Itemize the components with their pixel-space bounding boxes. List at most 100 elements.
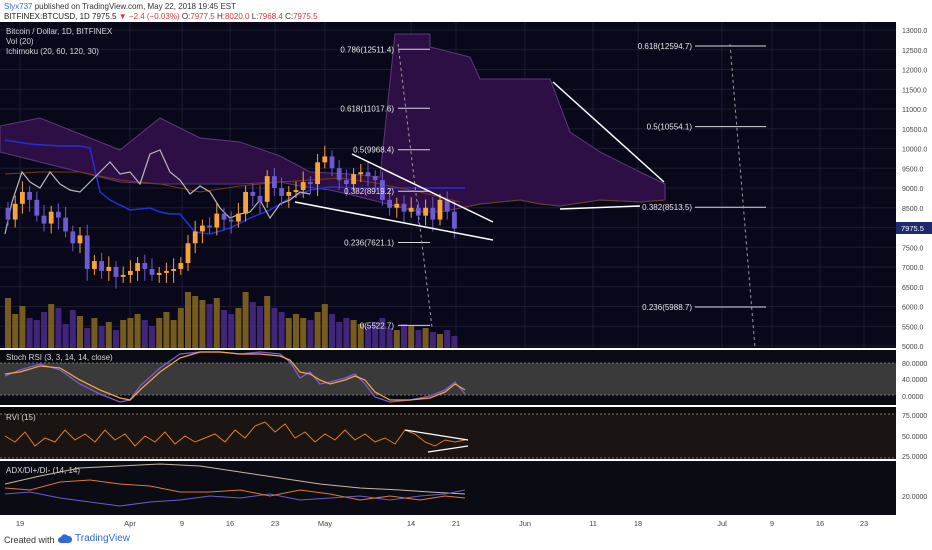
candle-body <box>264 176 270 202</box>
candle-body <box>300 182 306 190</box>
quote-line: BITFINEX:BTCUSD, 1D 7975.5 ▼ −2.4 (−0.03… <box>4 12 318 21</box>
rvi-line <box>4 421 466 447</box>
adx-panel-background <box>0 461 896 515</box>
candle-body <box>444 199 450 212</box>
created-with-label: Created with <box>4 535 55 545</box>
candle-body <box>156 272 162 275</box>
stoch-axis: 80.0000 40.0000 0.0000 <box>902 361 927 401</box>
candle-body <box>423 207 428 216</box>
symbol-label: BITFINEX:BTCUSD, 1D <box>4 12 90 21</box>
candle-body <box>142 263 148 269</box>
volume-bar <box>5 298 11 348</box>
down-arrow-icon: ▼ <box>118 12 127 21</box>
candle-body <box>5 207 11 220</box>
author-link[interactable]: Slyx737 <box>4 2 33 11</box>
time-tick-label: 23 <box>860 519 868 528</box>
candle-body <box>243 191 248 214</box>
candle-body <box>408 207 414 212</box>
candle-body <box>185 243 191 264</box>
volume-bar <box>48 304 55 348</box>
candle-body <box>452 211 457 229</box>
candle-body <box>372 176 378 181</box>
volume-bars <box>5 292 458 348</box>
candle-body <box>308 182 313 185</box>
candle-body <box>84 235 90 269</box>
price-chart[interactable]: 0.786(12511.4) 0.618(11017.6) 0.5(9968.4) 0… <box>0 22 932 532</box>
volume-bar <box>213 298 220 348</box>
indicator-tick-label: 25.0000 <box>902 454 927 461</box>
candle-body <box>401 203 407 212</box>
indicator-tick-label: 40.0000 <box>902 377 927 384</box>
volume-bar <box>429 332 436 348</box>
price-axis: 13000.0 12500.0 12000.0 11500.0 11000.0 10500… <box>902 28 927 351</box>
candle-body <box>34 199 40 216</box>
candle-body <box>113 267 119 277</box>
volume-bar <box>185 292 191 348</box>
open-value: 7977.5 <box>190 12 215 21</box>
candle-body <box>120 274 126 277</box>
tradingview-cloud-icon <box>58 533 72 543</box>
price-tick-label: 7000.0 <box>902 265 924 272</box>
volume-bar <box>55 308 62 348</box>
candle-body <box>135 263 140 271</box>
volume-bar <box>77 316 83 348</box>
candle-body <box>70 231 76 244</box>
adx-line <box>4 463 466 495</box>
volume-bar <box>321 304 328 348</box>
volume-bar <box>199 300 206 348</box>
price-tick-label: 7500.0 <box>902 245 924 252</box>
volume-bar <box>249 302 256 348</box>
open-label: O: <box>181 12 191 21</box>
volume-bar <box>69 310 76 348</box>
volume-bar <box>271 308 278 348</box>
wedge-upper-line <box>351 153 494 223</box>
time-tick-label: 9 <box>770 519 774 528</box>
publish-line: Slyx737 published on TradingView.com, Ma… <box>4 2 236 11</box>
candle-body <box>221 213 227 220</box>
chart-title: Bitcoin / Dollar, 1D, BITFINEX <box>6 27 113 36</box>
volume-bar <box>177 308 184 348</box>
volume-bar <box>372 322 379 348</box>
stoch-title: Stoch RSI (3, 3, 14, 14, close) <box>6 353 113 362</box>
stoch-d-line <box>4 351 466 401</box>
price-tick-label: 13000.0 <box>902 28 927 35</box>
price-tick-label: 8500.0 <box>902 206 924 213</box>
candle-body <box>77 235 83 244</box>
low-label: L: <box>251 12 259 21</box>
rvi-divergence-lower <box>427 445 469 453</box>
candle-body <box>12 203 18 220</box>
volume-bar <box>33 320 40 348</box>
price-tick-label: 11500.0 <box>902 87 927 94</box>
time-tick-label: Jun <box>519 519 531 528</box>
price-tick-label: 10500.0 <box>902 127 927 134</box>
time-tick-label: 16 <box>816 519 824 528</box>
price-tick-label: 9500.0 <box>902 166 924 173</box>
volume-bar <box>141 320 148 348</box>
fib-left-label: 0.618(11017.6) <box>340 104 394 113</box>
support-line <box>559 205 641 210</box>
candle-body <box>63 217 68 232</box>
volume-bar <box>264 296 271 348</box>
fib-right-label: 0.5(10554.1) <box>647 123 693 132</box>
volume-bar <box>379 318 386 348</box>
volume-bar <box>62 324 69 348</box>
fib-left-label: 0.5(9968.4) <box>353 146 394 155</box>
candle-body <box>329 156 335 169</box>
candle-body <box>430 207 436 220</box>
di-plus-line <box>4 489 466 507</box>
candle-body <box>257 195 263 202</box>
candle-body <box>437 199 443 220</box>
fib-left-label: 0(5522.7) <box>360 321 395 330</box>
indicator-tick-label: 50.0000 <box>902 434 927 441</box>
time-tick-label: May <box>318 519 332 528</box>
volume-bar <box>343 318 350 348</box>
tradingview-logo[interactable]: TradingView <box>58 533 130 544</box>
volume-bar <box>19 306 26 348</box>
candle-body <box>315 162 320 185</box>
volume-bar <box>437 334 443 348</box>
high-label: H: <box>216 12 225 21</box>
volume-bar <box>329 314 335 348</box>
price-change: −2.4 (−0.03%) <box>128 12 180 21</box>
volume-bar <box>120 320 127 348</box>
volume-bar <box>221 310 227 348</box>
